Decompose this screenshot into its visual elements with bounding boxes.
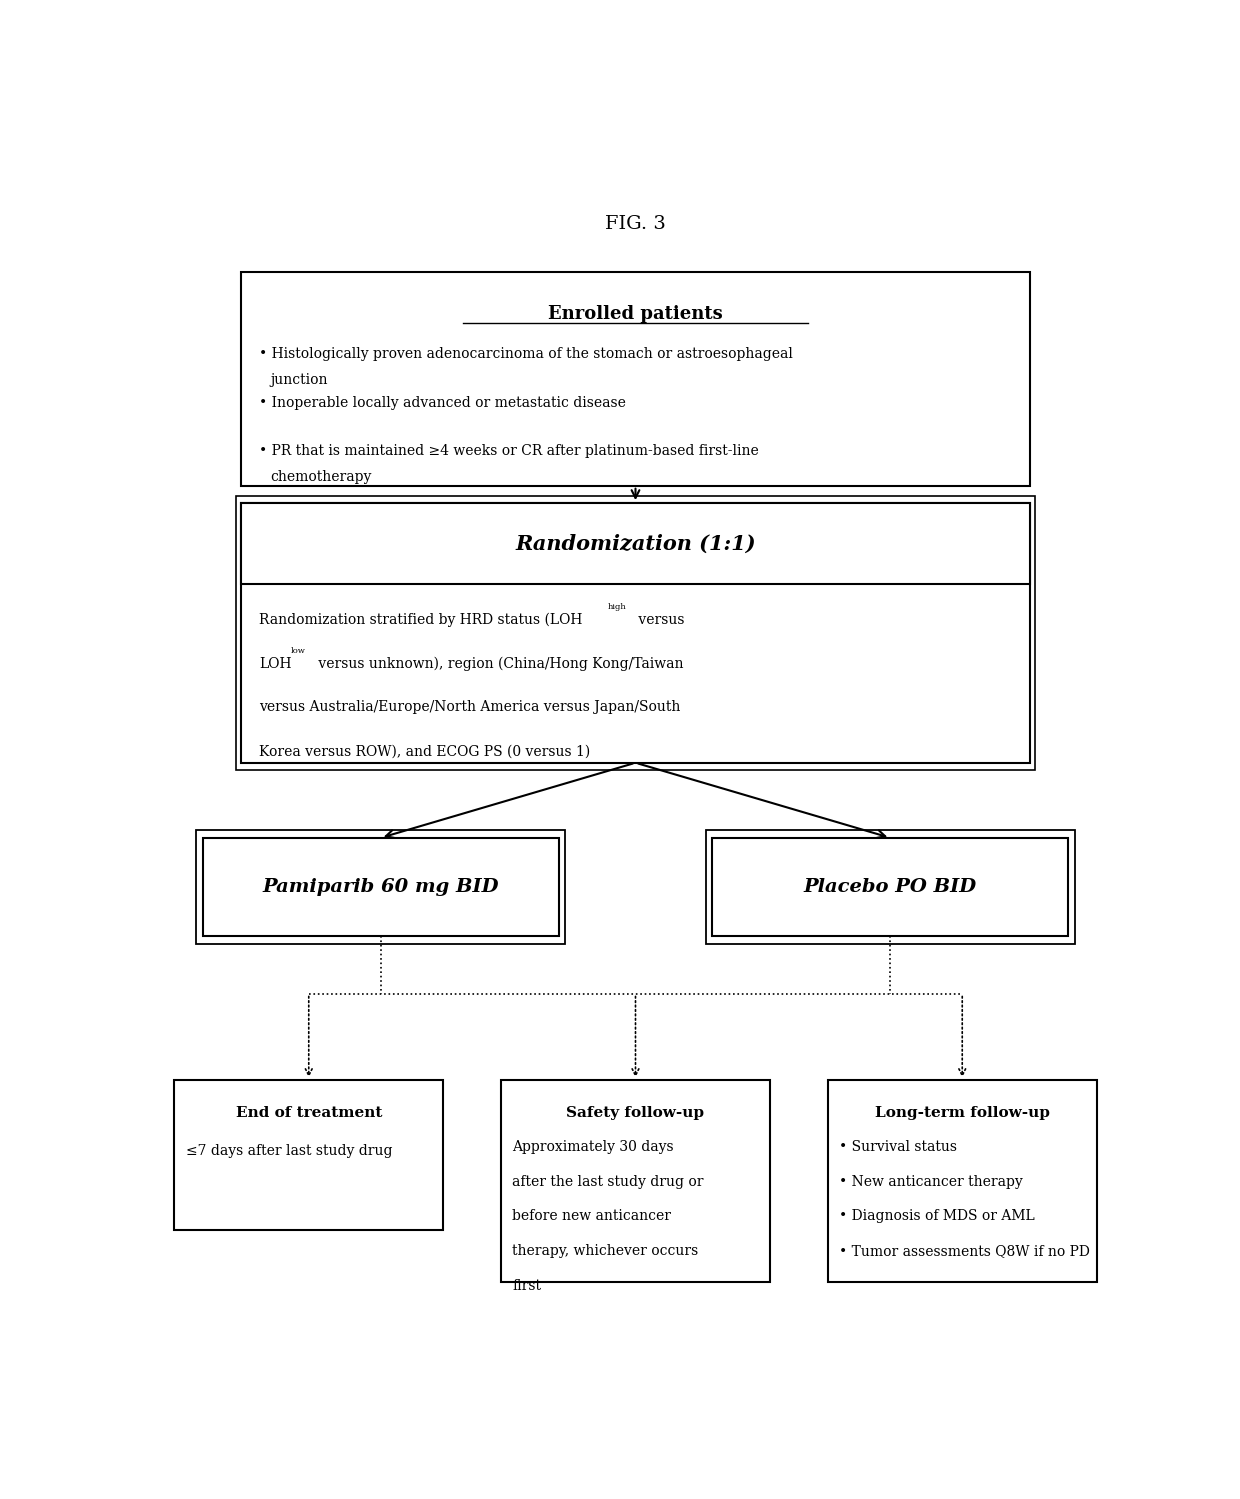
Text: versus Australia/Europe/North America versus Japan/South: versus Australia/Europe/North America ve…	[259, 700, 681, 715]
Text: chemotherapy: chemotherapy	[270, 469, 372, 484]
Text: • Histologically proven adenocarcinoma of the stomach or astroesophageal: • Histologically proven adenocarcinoma o…	[259, 348, 792, 361]
Bar	[203, 838, 558, 935]
Text: Safety follow-up: Safety follow-up	[567, 1106, 704, 1120]
Text: high: high	[608, 604, 626, 612]
Text: ≤7 days after last study drug: ≤7 days after last study drug	[186, 1144, 392, 1157]
Text: • Tumor assessments Q8W if no PD: • Tumor assessments Q8W if no PD	[839, 1244, 1090, 1258]
Text: therapy, whichever occurs: therapy, whichever occurs	[512, 1244, 699, 1258]
Text: junction: junction	[270, 373, 327, 387]
Bar	[242, 504, 1029, 763]
Bar	[501, 1081, 770, 1282]
Text: Enrolled patients: Enrolled patients	[548, 304, 723, 322]
Text: Approximately 30 days: Approximately 30 days	[512, 1141, 675, 1154]
Text: low: low	[290, 648, 305, 655]
Text: • Inoperable locally advanced or metastatic disease: • Inoperable locally advanced or metasta…	[259, 396, 626, 409]
Text: Randomization stratified by HRD status (LOH: Randomization stratified by HRD status (…	[259, 613, 582, 627]
Bar	[242, 273, 1029, 486]
Text: • Survival status: • Survival status	[839, 1141, 957, 1154]
Text: before new anticancer: before new anticancer	[512, 1210, 672, 1223]
Text: • New anticancer therapy: • New anticancer therapy	[839, 1175, 1023, 1189]
Text: LOH: LOH	[259, 657, 291, 670]
Bar	[196, 830, 565, 944]
Bar	[828, 1081, 1096, 1282]
Bar	[236, 496, 1035, 769]
Bar	[706, 830, 1075, 944]
Text: Pamiparib 60 mg BID: Pamiparib 60 mg BID	[263, 878, 498, 896]
Text: versus unknown), region (China/Hong Kong/Taiwan: versus unknown), region (China/Hong Kong…	[314, 657, 683, 672]
Bar	[712, 838, 1068, 935]
Text: Long-term follow-up: Long-term follow-up	[874, 1106, 1050, 1120]
Text: Randomization (1:1): Randomization (1:1)	[515, 534, 756, 553]
Text: after the last study drug or: after the last study drug or	[512, 1175, 704, 1189]
Text: Placebo PO BID: Placebo PO BID	[804, 878, 977, 896]
Bar	[174, 1081, 444, 1231]
Text: End of treatment: End of treatment	[236, 1106, 382, 1120]
Text: versus: versus	[634, 613, 684, 627]
Text: Korea versus ROW), and ECOG PS (0 versus 1): Korea versus ROW), and ECOG PS (0 versus…	[259, 745, 590, 758]
Bar	[242, 504, 1029, 585]
Text: first: first	[512, 1279, 542, 1292]
Text: • Diagnosis of MDS or AML: • Diagnosis of MDS or AML	[839, 1210, 1035, 1223]
Text: • PR that is maintained ≥4 weeks or CR after platinum-based first-line: • PR that is maintained ≥4 weeks or CR a…	[259, 444, 759, 459]
Text: FIG. 3: FIG. 3	[605, 214, 666, 232]
